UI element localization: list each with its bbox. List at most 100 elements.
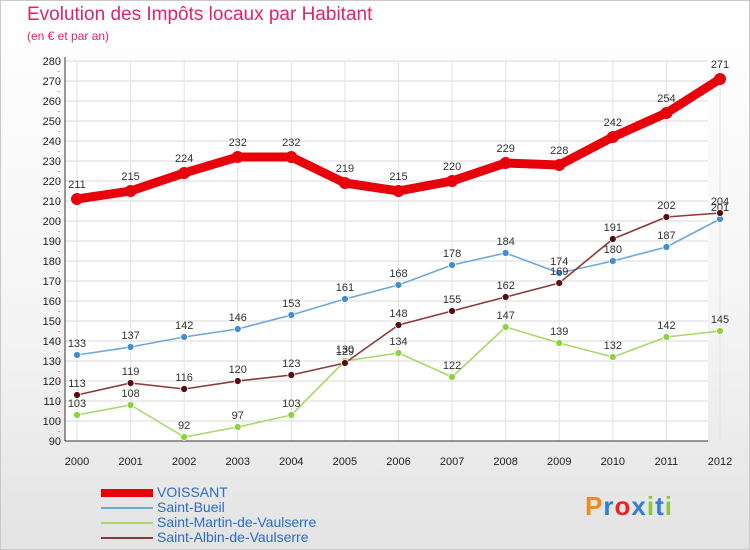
- logo-letter: i: [646, 491, 656, 521]
- y-tick-label: 180: [43, 256, 61, 268]
- data-label: 187: [657, 230, 675, 242]
- x-tick-label: 2012: [708, 456, 732, 468]
- data-label: 153: [282, 298, 300, 310]
- legend-label: Saint-Albin-de-Vaulserre: [157, 529, 309, 545]
- data-point: [608, 257, 617, 265]
- data-point: [662, 333, 671, 341]
- x-tick-label: 2004: [279, 456, 303, 468]
- data-label: 129: [336, 346, 354, 358]
- chart-title: Evolution des Impôts locaux par Habitant: [27, 4, 373, 25]
- data-point: [287, 371, 296, 379]
- data-point: [71, 193, 83, 205]
- data-point: [662, 243, 671, 251]
- data-label: 180: [604, 244, 622, 256]
- y-tick-label: 250: [43, 116, 61, 128]
- y-tick-label: 240: [43, 136, 61, 148]
- data-label: 142: [175, 320, 193, 332]
- legend-label: Saint-Martin-de-Vaulserre: [157, 514, 317, 530]
- y-tick-label: 120: [43, 376, 61, 388]
- legend-swatch: [101, 537, 153, 539]
- data-label: 162: [496, 280, 514, 292]
- data-point: [180, 333, 189, 341]
- data-point: [555, 339, 564, 347]
- data-point: [446, 175, 459, 187]
- x-tick-label: 2010: [601, 456, 625, 468]
- data-point: [555, 279, 564, 287]
- legend-swatch: [101, 489, 153, 497]
- y-tick-label: 140: [43, 336, 61, 348]
- data-label: 92: [178, 420, 190, 432]
- data-label: 137: [121, 330, 139, 342]
- y-tick-label: 170: [43, 276, 61, 288]
- data-label: 103: [282, 398, 300, 410]
- y-tick-label: 150: [43, 316, 61, 328]
- data-label: 145: [711, 314, 729, 326]
- data-point: [287, 311, 296, 319]
- data-point: [126, 379, 135, 387]
- data-point: [716, 209, 724, 217]
- y-tick-label: 100: [43, 416, 61, 428]
- data-label: 215: [121, 171, 139, 183]
- data-label: 133: [68, 338, 86, 350]
- x-tick-label: 2001: [118, 456, 142, 468]
- data-label: 201: [711, 202, 729, 214]
- data-label: 229: [496, 143, 514, 155]
- data-point: [233, 325, 242, 333]
- data-point: [178, 167, 191, 179]
- data-label: 134: [389, 336, 407, 348]
- data-point: [233, 377, 242, 385]
- data-point: [608, 353, 617, 361]
- proxiti-logo: Proxiti: [585, 491, 673, 522]
- data-label: 132: [604, 340, 622, 352]
- legend-label: Saint-Bueil: [157, 499, 225, 515]
- data-point: [233, 423, 242, 431]
- logo-letter: i: [664, 491, 673, 521]
- data-point: [180, 385, 189, 393]
- data-label: 97: [232, 410, 244, 422]
- data-label: 191: [604, 222, 622, 234]
- data-point: [124, 185, 137, 197]
- logo-letter: P: [585, 491, 604, 521]
- x-tick-label: 2002: [172, 456, 196, 468]
- data-label: 142: [657, 320, 675, 332]
- data-point: [501, 249, 510, 257]
- data-label: 228: [550, 145, 568, 157]
- data-point: [231, 151, 244, 163]
- data-label: 119: [122, 366, 140, 378]
- data-point: [73, 351, 81, 359]
- x-tick-label: 2003: [226, 456, 250, 468]
- logo-letter: t: [655, 491, 665, 521]
- data-point: [394, 321, 403, 329]
- legend-swatch: [101, 522, 153, 524]
- data-label: 130: [336, 344, 354, 356]
- data-label: 184: [496, 236, 514, 248]
- data-point: [73, 411, 81, 419]
- data-point: [606, 131, 619, 143]
- data-label: 254: [657, 93, 675, 105]
- data-label: 108: [121, 388, 139, 400]
- data-point: [341, 359, 349, 367]
- x-tick-label: 2008: [493, 456, 517, 468]
- legend-label: VOISSANT: [157, 484, 228, 500]
- data-label: 242: [604, 117, 622, 129]
- data-point: [608, 235, 617, 243]
- legend-swatch: [101, 507, 153, 509]
- y-tick-label: 190: [43, 236, 61, 248]
- data-point: [553, 159, 566, 171]
- data-point: [714, 73, 726, 85]
- data-point: [126, 401, 135, 409]
- data-label: 232: [229, 137, 247, 149]
- logo-letter: o: [614, 491, 632, 521]
- y-tick-label: 270: [43, 76, 61, 88]
- data-label: 113: [68, 378, 86, 390]
- data-label: 271: [711, 59, 729, 71]
- y-tick-label: 130: [43, 356, 61, 368]
- y-tick-label: 220: [43, 176, 61, 188]
- data-label: 168: [389, 268, 407, 280]
- y-tick-label: 110: [43, 396, 61, 408]
- x-tick-label: 2007: [440, 456, 464, 468]
- data-label: 148: [389, 308, 407, 320]
- x-tick-label: 2011: [655, 456, 679, 468]
- data-point: [287, 411, 296, 419]
